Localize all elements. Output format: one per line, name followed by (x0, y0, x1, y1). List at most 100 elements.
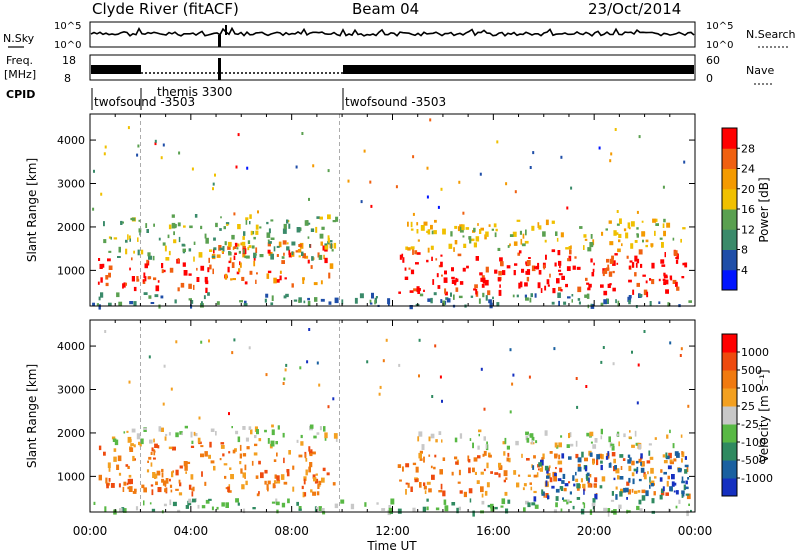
power-echo-cell (273, 277, 277, 284)
power-echo-cell (457, 253, 462, 257)
power-echo-cell (499, 257, 503, 262)
velocity-echo-cell (628, 465, 632, 472)
power-echo-cell (619, 218, 622, 224)
velocity-echo-cell (210, 428, 215, 432)
power-echo-cell (629, 260, 633, 263)
velocity-echo-cell (162, 480, 167, 486)
power-echo-cell (158, 304, 161, 309)
power-echo-cell (214, 173, 216, 177)
power-echo-cell (249, 221, 251, 225)
velocity-echo-cell (213, 465, 216, 471)
velocity-echo-cell (190, 445, 195, 448)
velocity-echo-cell (170, 387, 173, 391)
velocity-echo-cell (116, 464, 120, 470)
velocity-echo-cell (181, 432, 183, 436)
velocity-echo-cell (648, 450, 651, 456)
velocity-colorbar-tick-label: -1000 (741, 472, 773, 485)
power-echo-cell (98, 304, 101, 310)
power-echo-cell (473, 288, 476, 291)
velocity-echo-cell (156, 470, 161, 476)
velocity-echo-cell (631, 460, 635, 466)
power-echo-cell (475, 236, 480, 242)
power-echo-cell (475, 289, 478, 295)
power-echo-cell (667, 302, 670, 307)
velocity-echo-cell (626, 497, 628, 500)
velocity-echo-cell (619, 454, 624, 458)
power-echo-cell (571, 294, 574, 297)
power-echo-cell (147, 276, 150, 280)
velocity-echo-cell (572, 505, 575, 510)
velocity-echo-cell (451, 471, 454, 476)
power-echo-cell (578, 301, 581, 305)
power-echo-cell (108, 302, 112, 306)
power-echo-cell (626, 255, 629, 259)
power-echo-cell (147, 252, 151, 257)
velocity-echo-cell (296, 501, 299, 506)
velocity-echo-cell (669, 429, 671, 434)
power-echo-cell (600, 284, 604, 288)
power-echo-cell (498, 289, 502, 296)
velocity-echo-cell (421, 444, 425, 450)
velocity-echo-cell (154, 443, 158, 448)
power-echo-cell (482, 292, 485, 298)
velocity-echo-cell (286, 472, 290, 477)
power-echo-cell (516, 219, 521, 222)
power-echo-cell (103, 221, 105, 227)
power-echo-cell (643, 232, 646, 235)
power-echo-cell (560, 289, 563, 292)
power-echo-cell (320, 298, 325, 302)
power-echo-cell (549, 273, 551, 278)
power-echo-cell (160, 156, 163, 160)
power-echo-cell (605, 228, 608, 231)
power-echo-cell (479, 172, 482, 176)
velocity-echo-cell (255, 475, 259, 479)
power-echo-cell (193, 256, 195, 262)
power-colorbar-swatch (722, 209, 737, 230)
power-echo-cell (665, 289, 669, 294)
velocity-echo-cell (549, 465, 551, 469)
power-echo-cell (525, 270, 528, 275)
velocity-echo-cell (665, 492, 669, 496)
velocity-echo-cell (183, 461, 188, 467)
velocity-echo-cell (264, 469, 268, 474)
power-echo-cell (682, 227, 686, 230)
power-echo-cell (327, 235, 330, 241)
power-echo-cell (513, 270, 516, 276)
velocity-echo-cell (118, 483, 121, 488)
velocity-echo-cell (200, 340, 203, 344)
power-echo-cell (226, 223, 229, 226)
velocity-echo-cell (561, 480, 565, 484)
power-echo-cell (100, 192, 103, 196)
power-echo-cell (162, 143, 165, 147)
velocity-echo-cell (414, 479, 418, 483)
power-echo-cell (298, 299, 301, 303)
power-echo-cell (301, 132, 304, 135)
power-echo-cell (332, 220, 337, 223)
velocity-echo-cell (220, 442, 225, 445)
velocity-echo-cell (443, 499, 447, 505)
power-echo-cell (591, 272, 595, 277)
velocity-echo-cell (636, 466, 639, 473)
velocity-echo-cell (685, 493, 690, 496)
velocity-echo-cell (560, 486, 564, 491)
power-echo-cell (308, 222, 311, 225)
velocity-echo-cell (509, 348, 512, 352)
power-echo-cell (188, 283, 192, 289)
velocity-echo-cell (583, 502, 586, 509)
power-echo-cell (247, 240, 251, 244)
velocity-echo-cell (128, 486, 133, 492)
power-echo-cell (327, 214, 331, 220)
power-echo-cell (558, 273, 563, 276)
velocity-echo-cell (128, 474, 132, 478)
velocity-echo-cell (632, 478, 635, 485)
velocity-echo-cell (428, 488, 432, 493)
power-echo-cell (663, 272, 666, 276)
power-echo-cell (673, 250, 678, 257)
power-echo-cell (267, 270, 272, 274)
power-echo-cell (288, 252, 292, 258)
power-echo-cell (317, 252, 320, 258)
power-echo-cell (641, 231, 646, 237)
power-echo-cell (469, 239, 472, 244)
velocity-echo-cell (602, 346, 605, 349)
